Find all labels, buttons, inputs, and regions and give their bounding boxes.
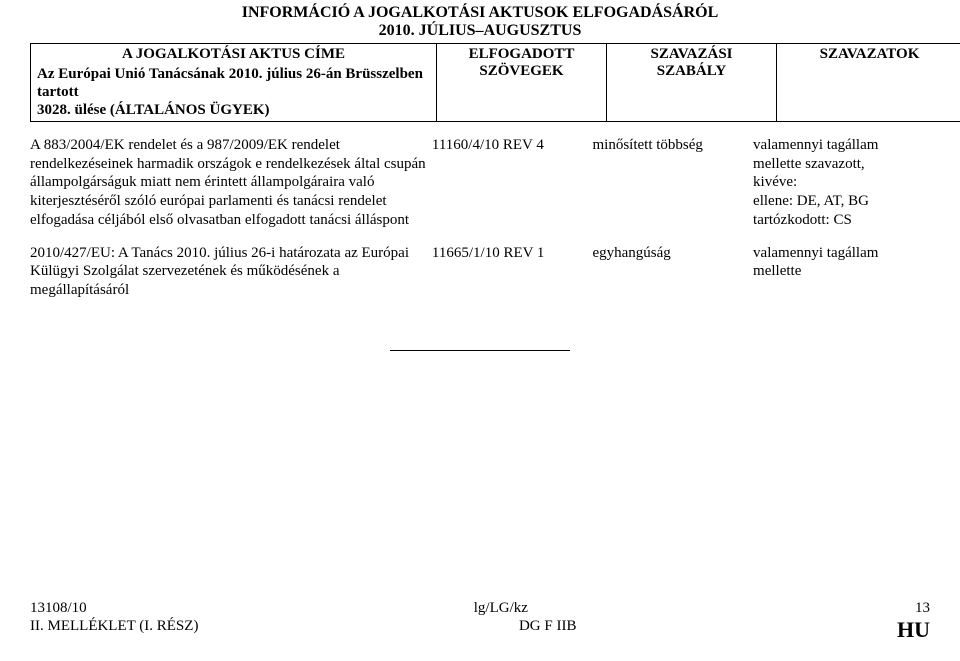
col-act-title: A JOGALKOTÁSI AKTUS CÍME Az Európai Unió… [31, 43, 437, 121]
row-votes: valamennyi tagállam mellette szavazott, … [753, 136, 930, 230]
header-row: A JOGALKOTÁSI AKTUS CÍME Az Európai Unió… [31, 43, 960, 121]
votes-line: kivéve: [753, 173, 924, 192]
votes-line: ellene: DE, AT, BG [753, 192, 924, 211]
col-act-title-label: A JOGALKOTÁSI AKTUS CÍME [37, 46, 430, 63]
footer-annex: II. MELLÉKLET (I. RÉSZ) [30, 617, 198, 643]
header-table: A JOGALKOTÁSI AKTUS CÍME Az Európai Unió… [30, 43, 960, 122]
row-votes: valamennyi tagállam mellette [753, 230, 930, 300]
col-votes-label: SZAVAZATOK [783, 46, 956, 63]
body-table: A 883/2004/EK rendelet és a 987/2009/EK … [30, 136, 930, 300]
title-line-1: INFORMÁCIÓ A JOGALKOTÁSI AKTUSOK ELFOGAD… [30, 4, 930, 22]
footer-row-1: 13108/10 lg/LG/kz 13 [30, 599, 930, 617]
col-rule-l2: SZABÁLY [613, 63, 770, 80]
page-container: INFORMÁCIÓ A JOGALKOTÁSI AKTUSOK ELFOGAD… [0, 0, 960, 661]
session-subheader: Az Európai Unió Tanácsának 2010. július … [37, 65, 430, 119]
page-footer: 13108/10 lg/LG/kz 13 II. MELLÉKLET (I. R… [30, 599, 930, 643]
table-row: 2010/427/EU: A Tanács 2010. július 26-i … [30, 230, 930, 300]
votes-line: tartózkodott: CS [753, 211, 924, 230]
row-title: 2010/427/EU: A Tanács 2010. július 26-i … [30, 230, 432, 300]
row-doc: 11160/4/10 REV 4 [432, 136, 593, 230]
footer-row-2: II. MELLÉKLET (I. RÉSZ) DG F IIB HU [30, 617, 930, 643]
col-voting-rule: SZAVAZÁSI SZABÁLY [607, 43, 777, 121]
title-line-2: 2010. JÚLIUS–AUGUSZTUS [30, 22, 930, 40]
session-line-2: 3028. ülése (ÁLTALÁNOS ÜGYEK) [37, 101, 430, 119]
footer-unit: DG F IIB [519, 617, 577, 643]
footer-lang: HU [897, 617, 930, 643]
footer-page-no: 13 [915, 599, 930, 617]
col-votes: SZAVAZATOK [777, 43, 960, 121]
votes-line: mellette szavazott, [753, 155, 924, 174]
session-line-1: Az Európai Unió Tanácsának 2010. július … [37, 65, 430, 101]
row-rule: egyhangúság [592, 230, 753, 300]
row-title: A 883/2004/EK rendelet és a 987/2009/EK … [30, 136, 432, 230]
separator-line [390, 350, 570, 351]
votes-line: valamennyi tagállam [753, 136, 924, 155]
votes-line: valamennyi tagállam [753, 244, 924, 263]
document-title: INFORMÁCIÓ A JOGALKOTÁSI AKTUSOK ELFOGAD… [30, 4, 930, 41]
footer-doc-number: 13108/10 [30, 599, 87, 617]
row-rule: minősített többség [592, 136, 753, 230]
row-doc: 11665/1/10 REV 1 [432, 230, 593, 300]
table-row: A 883/2004/EK rendelet és a 987/2009/EK … [30, 136, 930, 230]
col-adopted-texts: ELFOGADOTT SZÖVEGEK [437, 43, 607, 121]
footer-ref: lg/LG/kz [474, 599, 528, 617]
col-rule-l1: SZAVAZÁSI [613, 46, 770, 63]
col-texts-l1: ELFOGADOTT [443, 46, 600, 63]
votes-line: mellette [753, 262, 924, 281]
col-texts-l2: SZÖVEGEK [443, 63, 600, 80]
